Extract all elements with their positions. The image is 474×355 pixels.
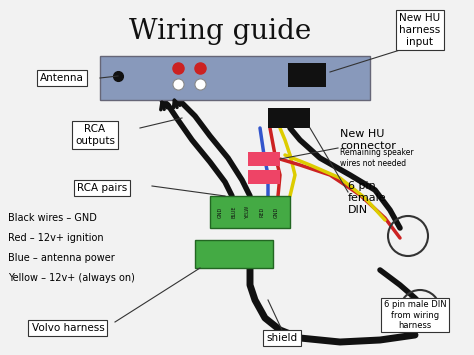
FancyBboxPatch shape bbox=[100, 56, 370, 100]
Text: GND: GND bbox=[273, 206, 279, 218]
FancyBboxPatch shape bbox=[210, 196, 290, 228]
Text: Antenna: Antenna bbox=[40, 73, 84, 83]
Text: Black wires – GND: Black wires – GND bbox=[8, 213, 97, 223]
Text: New HU
connector: New HU connector bbox=[340, 129, 396, 151]
Text: BLUE: BLUE bbox=[231, 206, 237, 218]
FancyBboxPatch shape bbox=[268, 108, 310, 128]
Text: RED: RED bbox=[259, 207, 264, 217]
Text: Remaining speaker
wires not needed: Remaining speaker wires not needed bbox=[340, 148, 414, 168]
FancyBboxPatch shape bbox=[248, 170, 280, 184]
Text: Yellow – 12v+ (always on): Yellow – 12v+ (always on) bbox=[8, 273, 135, 283]
Text: Wiring guide: Wiring guide bbox=[129, 18, 311, 45]
Text: Volvo harness: Volvo harness bbox=[32, 323, 104, 333]
Text: YELW: YELW bbox=[246, 206, 250, 219]
Text: 6 pin male DIN
from wiring
harness: 6 pin male DIN from wiring harness bbox=[383, 300, 447, 330]
Text: Red – 12v+ ignition: Red – 12v+ ignition bbox=[8, 233, 104, 243]
Text: Blue – antenna power: Blue – antenna power bbox=[8, 253, 115, 263]
FancyBboxPatch shape bbox=[248, 152, 280, 166]
Text: RCA pairs: RCA pairs bbox=[77, 183, 127, 193]
Text: New HU
harness
input: New HU harness input bbox=[400, 13, 441, 47]
Text: GND: GND bbox=[218, 206, 222, 218]
Text: RCA
outputs: RCA outputs bbox=[75, 124, 115, 146]
FancyBboxPatch shape bbox=[195, 240, 273, 268]
Text: 6 pin
female
DIN: 6 pin female DIN bbox=[348, 181, 387, 215]
FancyBboxPatch shape bbox=[288, 63, 326, 87]
Text: shield: shield bbox=[266, 333, 298, 343]
